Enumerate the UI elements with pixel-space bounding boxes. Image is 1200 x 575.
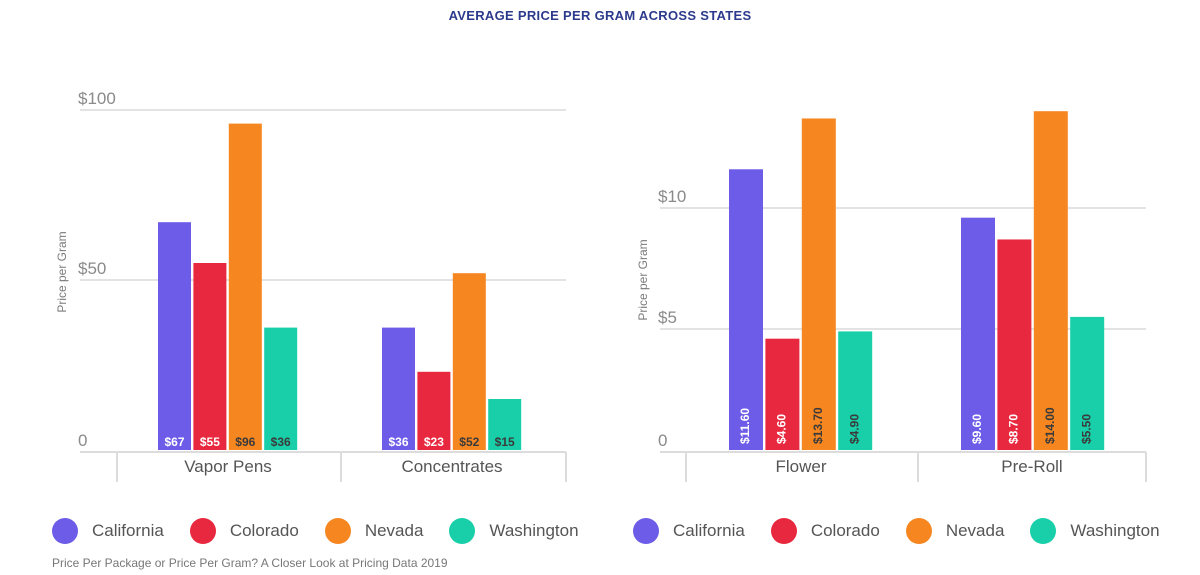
y-tick-label: $10 — [658, 187, 686, 206]
bar-california-pre-roll — [961, 217, 995, 450]
legend-swatch — [1030, 518, 1057, 544]
bar-california-concentrates — [382, 327, 415, 450]
legend-swatch — [449, 518, 476, 544]
y-axis-title: Price per Gram — [55, 231, 69, 312]
bar-colorado-pre-roll — [997, 239, 1032, 450]
bar-nevada-vapor-pens — [228, 123, 262, 450]
legend-label: Washington — [489, 521, 579, 540]
bar-value-label: $5.50 — [1079, 414, 1093, 444]
bar-value-label: $15 — [495, 435, 515, 449]
legend-label: Nevada — [945, 521, 1005, 540]
y-tick-label: 0 — [658, 431, 667, 450]
bar-california-flower — [729, 169, 763, 450]
legend-left: California Colorado Nevada Washington — [52, 518, 605, 544]
bar-washington-pre-roll — [1070, 316, 1105, 450]
legend-item-colorado: Colorado — [189, 518, 299, 544]
legend-item-nevada: Nevada — [324, 518, 424, 544]
chart-title: AVERAGE PRICE PER GRAM ACROSS STATES — [448, 8, 752, 23]
legend-swatch — [905, 518, 932, 544]
legend-right: California Colorado Nevada Washington — [633, 518, 1186, 544]
legend-label: California — [673, 521, 745, 540]
bar-value-label: $13.70 — [811, 407, 825, 444]
bar-value-label: $14.00 — [1043, 407, 1057, 444]
bar-value-label: $8.70 — [1007, 414, 1021, 444]
bar-nevada-concentrates — [452, 273, 486, 450]
y-tick-label: $100 — [78, 89, 116, 108]
bar-value-label: $23 — [424, 435, 444, 449]
y-tick-label: $5 — [658, 308, 677, 327]
bar-colorado-concentrates — [417, 371, 451, 450]
bar-value-label: $55 — [200, 435, 220, 449]
bar-california-vapor-pens — [158, 222, 191, 450]
legend-label: Washington — [1070, 521, 1160, 540]
legend-item-colorado: Colorado — [770, 518, 880, 544]
x-category-label: Concentrates — [401, 457, 502, 476]
legend-swatch — [52, 518, 78, 544]
bar-value-label: $36 — [388, 435, 408, 449]
bar-washington-flower — [838, 331, 873, 450]
bar-value-label: $11.60 — [738, 408, 752, 444]
bar-nevada-flower — [801, 118, 836, 451]
legend-swatch — [633, 518, 659, 544]
legend-swatch — [770, 518, 797, 544]
x-category-label: Flower — [775, 457, 826, 476]
bar-value-label: $4.90 — [847, 414, 861, 444]
legend-swatch — [189, 518, 216, 544]
bar-nevada-pre-roll — [1033, 111, 1068, 450]
legend-item-washington: Washington — [449, 518, 579, 544]
legend-label: Colorado — [229, 521, 299, 540]
bar-washington-concentrates — [488, 399, 522, 450]
bar-value-label: $36 — [271, 435, 291, 449]
bar-value-label: $52 — [459, 435, 479, 449]
legend-item-california: California — [52, 518, 164, 544]
legend-item-california: California — [633, 518, 745, 544]
legend-swatch — [324, 518, 351, 544]
legend-item-nevada: Nevada — [905, 518, 1005, 544]
bar-value-label: $67 — [164, 435, 184, 449]
legend-item-washington: Washington — [1030, 518, 1160, 544]
y-tick-label: $50 — [78, 259, 106, 278]
y-tick-label: 0 — [78, 431, 87, 450]
bar-washington-vapor-pens — [264, 327, 298, 450]
bar-value-label: $9.60 — [970, 414, 984, 444]
bar-colorado-flower — [765, 338, 800, 450]
bar-colorado-vapor-pens — [193, 263, 227, 450]
x-category-label: Vapor Pens — [184, 457, 272, 476]
legend-label: Nevada — [364, 521, 424, 540]
legend-label: California — [92, 521, 164, 540]
bar-value-label: $4.60 — [775, 414, 789, 444]
x-category-label: Pre-Roll — [1001, 457, 1062, 476]
source-note: Price Per Package or Price Per Gram? A C… — [52, 556, 448, 570]
y-axis-title: Price per Gram — [636, 239, 650, 320]
legend-label: Colorado — [810, 521, 880, 540]
bar-value-label: $96 — [235, 435, 255, 449]
